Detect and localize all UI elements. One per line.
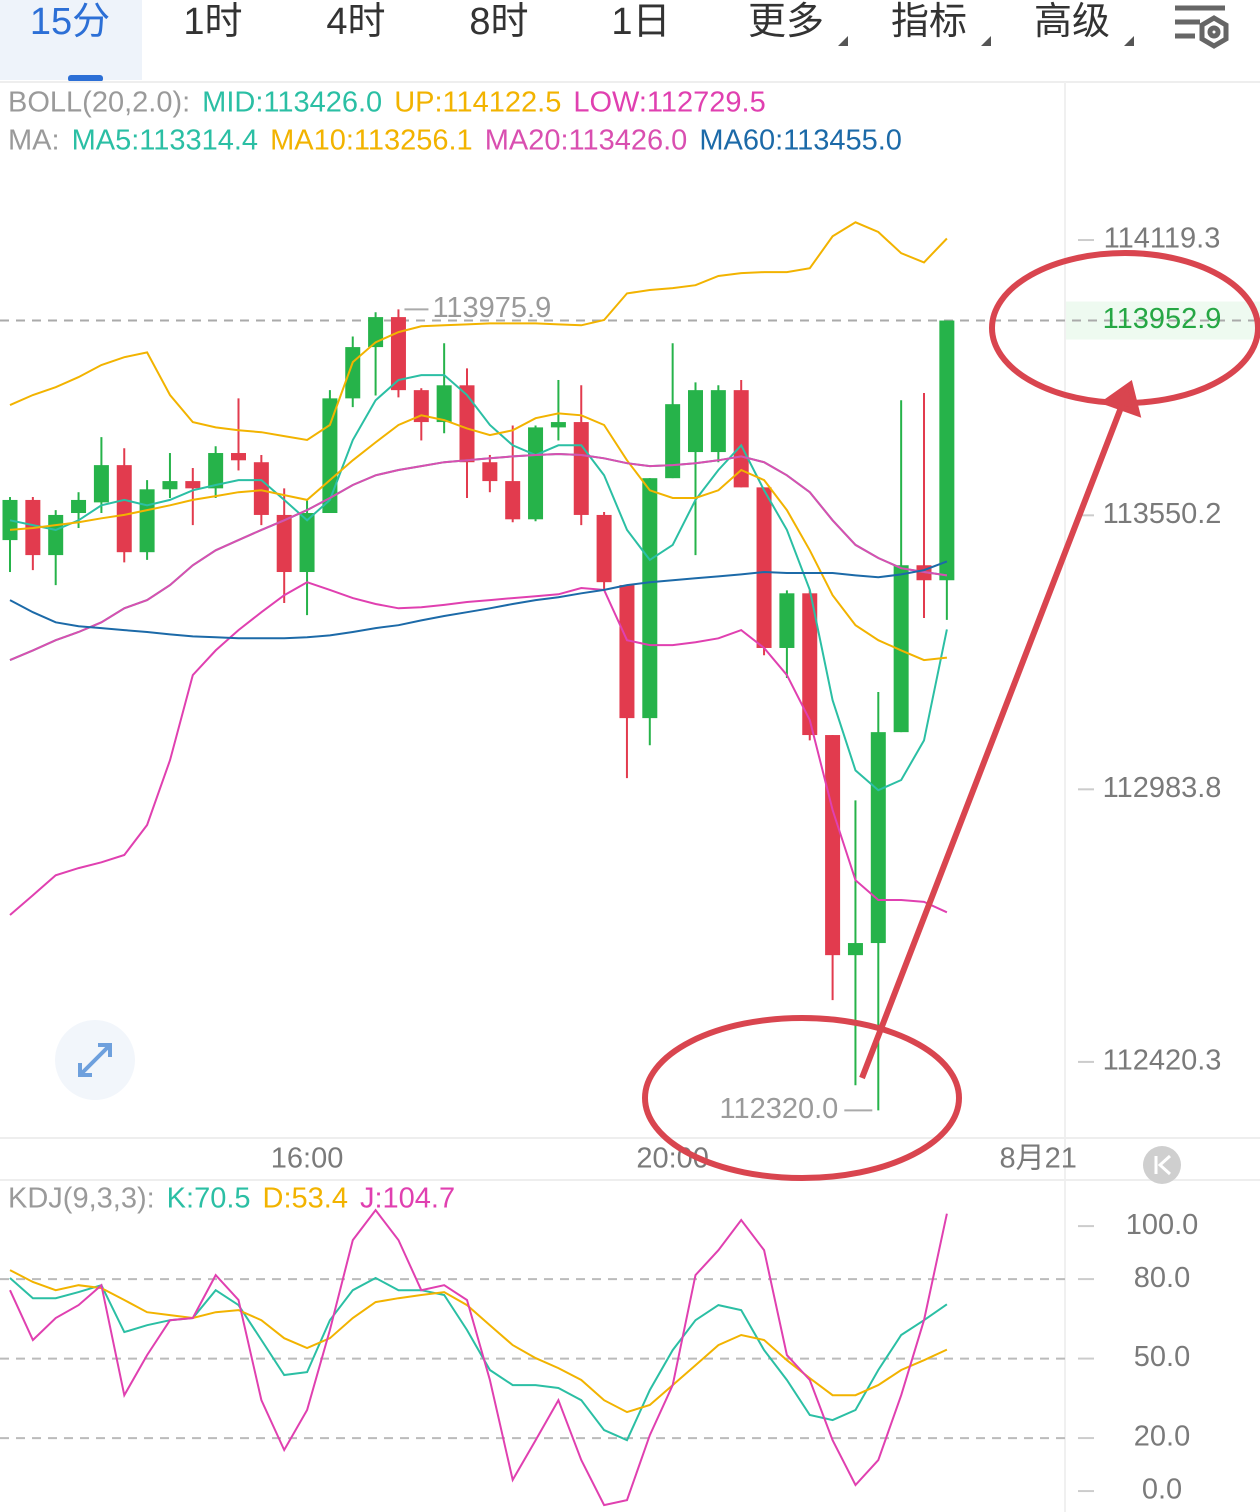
extreme-label: 113975.9 [432, 292, 551, 324]
hand-annotation [642, 250, 1260, 1181]
candle-body [231, 453, 246, 461]
candle-body [436, 385, 452, 423]
candle-body [550, 422, 566, 428]
y-tick-label: 100.0 [1126, 1209, 1199, 1241]
legend-entry: J:104.7 [360, 1183, 455, 1215]
tab[interactable]: 1日 [611, 1, 670, 43]
indicator-line [9, 581, 948, 916]
tab[interactable]: 指标 [891, 1, 967, 43]
y-tick-label: 114119.3 [1104, 223, 1221, 255]
kdj-line [9, 1269, 948, 1414]
candle-body [573, 422, 589, 515]
plot-area: 114119.3 113550.2 112983.8 112420.3 113952.9… [0, 221, 1260, 1507]
kdj-line [9, 1276, 948, 1442]
candle-body [162, 481, 178, 490]
tab[interactable]: 15分 [30, 1, 110, 43]
y-tick-label: 80.0 [1134, 1262, 1190, 1294]
indicator-line [9, 452, 948, 662]
candle-body [756, 487, 772, 648]
candle-body [665, 404, 681, 479]
candle-body [893, 565, 909, 733]
indicator-line [9, 221, 948, 442]
legend-entry: MA60:113455.0 [699, 125, 902, 157]
legend-entry: MA20:113426.0 [485, 125, 688, 157]
candle-body [459, 385, 475, 463]
chart-title: KDJ(9,3,3): [8, 1183, 155, 1215]
tab[interactable]: 高级 [1034, 1, 1110, 43]
scroll-start-button[interactable] [1143, 1146, 1181, 1184]
tab[interactable]: 1时 [183, 1, 242, 43]
candle-body [48, 514, 64, 556]
candle-body [139, 489, 155, 553]
active-tab-indicator [68, 75, 103, 82]
candle-body [185, 481, 201, 489]
candle-body [390, 317, 406, 391]
candle-body [413, 390, 429, 423]
candle-body [688, 390, 703, 453]
candle-body [870, 732, 886, 944]
tab[interactable]: 4时 [326, 1, 385, 43]
legend-entry: MID:113426.0 [202, 87, 382, 119]
legend-group-label: MA: [8, 125, 60, 157]
legend-entry: D:53.4 [263, 1183, 348, 1215]
candle-body [93, 465, 109, 503]
last-price-label: 113952.9 [1103, 303, 1222, 335]
candle-body [642, 478, 658, 719]
y-tick-label: 112420.3 [1103, 1045, 1222, 1077]
legend-entry: LOW:112729.5 [573, 87, 765, 119]
legend-entry: K:70.5 [167, 1183, 251, 1215]
candle-body [2, 499, 18, 541]
candle-body [847, 943, 863, 956]
candle-body [528, 427, 544, 520]
tab[interactable]: 8时 [469, 1, 528, 43]
legend-group-label: BOLL(20,2.0): [8, 87, 190, 119]
active-tab-bg [0, 0, 142, 80]
y-tick-label: 113550.2 [1103, 498, 1222, 530]
last-price-bg [1066, 301, 1260, 340]
candle-body [276, 514, 292, 573]
tab[interactable]: 更多 [748, 1, 824, 43]
settings-icon[interactable] [1175, 5, 1229, 49]
expand-button[interactable] [55, 1020, 135, 1100]
candle-body [596, 514, 612, 583]
indicator-line [9, 374, 948, 792]
candle-body [71, 499, 87, 514]
candle-body [779, 593, 795, 648]
y-tick-label: 50.0 [1134, 1341, 1190, 1373]
dropdown-caret [838, 36, 1134, 46]
candle-body [253, 462, 269, 515]
candle-body [345, 347, 361, 399]
candle-body [299, 513, 315, 573]
candle-body [208, 453, 224, 489]
candle-body [802, 593, 818, 736]
candle-body [733, 390, 749, 488]
indicator-line [9, 560, 948, 640]
candle-body [482, 462, 498, 482]
extreme-label: 112320.0 [719, 1093, 838, 1125]
y-tick-label: 112983.8 [1103, 772, 1222, 804]
candle-body [710, 390, 726, 453]
legend-entry: MA5:113314.4 [72, 125, 259, 157]
candle-body [619, 585, 635, 719]
indicator-line [9, 412, 948, 662]
legend-entry: MA10:113256.1 [270, 125, 473, 157]
x-tick-label: 8月21 [1000, 1143, 1077, 1175]
legend-entry: UP:114122.5 [394, 87, 561, 119]
y-tick-label: 0.0 [1142, 1474, 1182, 1506]
candle-body [116, 465, 132, 553]
y-tick-label: 20.0 [1134, 1421, 1190, 1453]
candle-body [825, 735, 841, 956]
candle-body [505, 481, 521, 520]
x-tick-label: 16:00 [271, 1143, 344, 1175]
kdj-line [9, 1208, 948, 1507]
candle-body [939, 320, 955, 581]
